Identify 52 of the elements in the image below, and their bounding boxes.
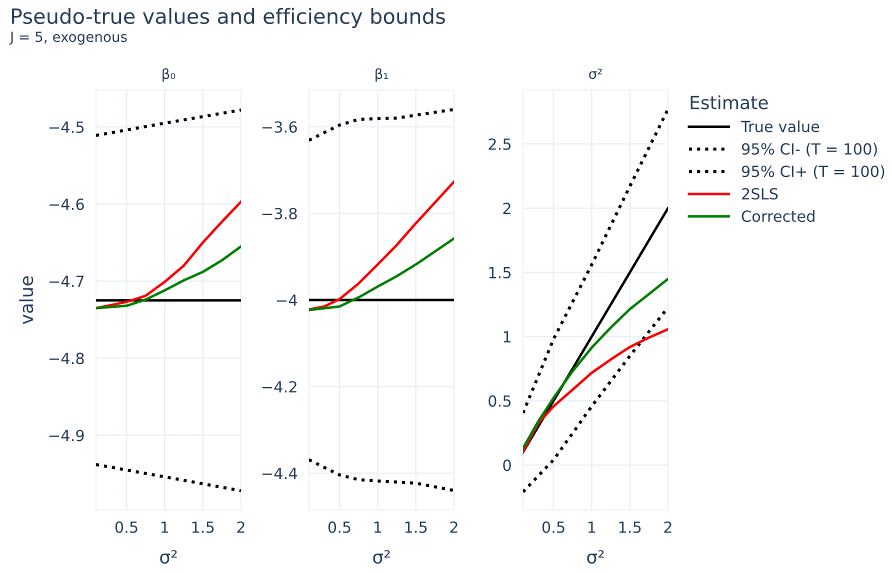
line-series (309, 108, 454, 142)
x-tick-label: 1 (162, 522, 168, 533)
y-tick-label: −4.7 (49, 276, 84, 287)
x-tick-label: 2 (664, 521, 672, 533)
line-series (309, 180, 454, 311)
line-series (309, 237, 454, 312)
y-tick-label: −4.4 (262, 468, 298, 479)
y-tick-label: 1 (504, 331, 510, 342)
line-series (523, 108, 668, 415)
y-tick-label: −4.8 (49, 352, 84, 364)
x-tick-label: 0.5 (542, 521, 564, 533)
legend-label: True value (740, 120, 820, 132)
legend-label: Corrected (742, 210, 814, 222)
x-tick-label: 2 (450, 521, 458, 533)
x-axis-title: σ² (160, 550, 177, 564)
line-series (309, 458, 454, 492)
legend-label: 95% CI+ (T = 100) (742, 165, 884, 179)
legend-label: 2SLS (742, 188, 778, 200)
line-series (96, 200, 241, 310)
y-tick-label: −4.6 (49, 198, 84, 210)
x-tick-label: 1.5 (405, 522, 427, 533)
chart-title: β₁ (376, 68, 388, 82)
x-axis-title: σ² (587, 550, 604, 564)
line-series (523, 278, 668, 450)
chart-title: σ² (589, 68, 602, 80)
x-tick-label: 2 (237, 521, 244, 533)
text: β₀ (162, 68, 176, 82)
chart-title: Pseudo-true values and efficiency bounds (12, 8, 445, 28)
y-tick-label: −4.5 (49, 122, 84, 134)
y-tick-label: −3.6 (262, 121, 297, 133)
chart-subtitle: J = 5, exogenous (9, 32, 127, 45)
y-tick-label: 2 (503, 202, 510, 214)
x-tick-label: 0.5 (115, 521, 138, 533)
x-tick-label: 1 (374, 522, 382, 533)
y-tick-label: 2.5 (488, 138, 511, 150)
legend-title: Estimate (690, 95, 768, 110)
line-series (523, 328, 668, 453)
x-tick-label: 0.5 (328, 521, 350, 533)
y-tick-label: −3.8 (262, 208, 297, 220)
x-tick-label: 1.5 (192, 522, 214, 533)
legend-label: 95% CI- (T = 100) (742, 142, 877, 157)
y-tick-label: 0.5 (488, 395, 511, 407)
x-tick-label: 1.5 (619, 522, 641, 533)
x-tick-label: 1 (588, 522, 596, 533)
y-tick-label: −4.9 (49, 430, 84, 442)
y-axis-title: value (19, 276, 34, 324)
x-axis-title: σ² (373, 550, 390, 564)
y-tick-label: 0 (503, 460, 511, 472)
y-tick-label: 1.5 (489, 267, 511, 278)
y-tick-label: −4.2 (262, 381, 296, 392)
y-tick-label: −4 (276, 294, 298, 306)
line-series (96, 245, 241, 310)
